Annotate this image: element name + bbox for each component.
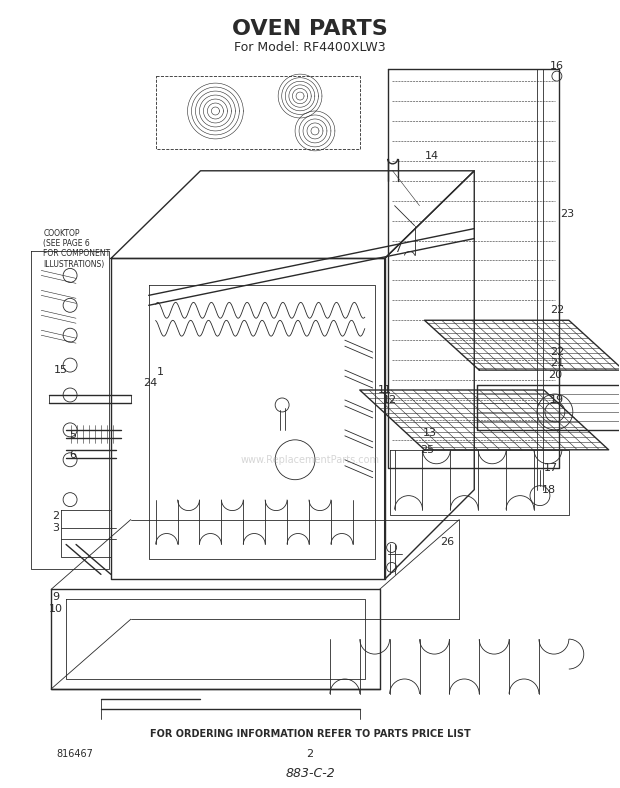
Text: 21: 21 — [550, 358, 564, 368]
Text: For Model: RF4400XLW3: For Model: RF4400XLW3 — [234, 41, 386, 54]
Text: 16: 16 — [550, 61, 564, 71]
Text: www.ReplacementParts.com: www.ReplacementParts.com — [241, 455, 379, 465]
Text: 5: 5 — [69, 430, 76, 440]
Text: 12: 12 — [383, 395, 397, 405]
Text: 19: 19 — [550, 395, 564, 405]
Text: 1: 1 — [157, 367, 164, 377]
Text: 22: 22 — [550, 348, 564, 357]
Text: 25: 25 — [420, 444, 435, 455]
Text: 2: 2 — [306, 749, 314, 759]
Text: 6: 6 — [69, 450, 76, 459]
Text: 22: 22 — [550, 305, 564, 315]
Text: FOR ORDERING INFORMATION REFER TO PARTS PRICE LIST: FOR ORDERING INFORMATION REFER TO PARTS … — [149, 729, 471, 739]
Text: 3: 3 — [53, 522, 60, 533]
Text: 11: 11 — [378, 385, 392, 395]
Text: 14: 14 — [425, 151, 438, 161]
Text: 13: 13 — [422, 428, 436, 438]
Text: 26: 26 — [440, 537, 454, 548]
Text: OVEN PARTS: OVEN PARTS — [232, 19, 388, 39]
Text: 2: 2 — [53, 511, 60, 521]
Text: 23: 23 — [560, 209, 574, 218]
Text: 883-C-2: 883-C-2 — [285, 768, 335, 780]
Text: 10: 10 — [49, 604, 63, 614]
Text: 18: 18 — [542, 485, 556, 495]
Text: 20: 20 — [548, 370, 562, 380]
Text: 24: 24 — [144, 378, 158, 388]
Text: 15: 15 — [54, 365, 68, 375]
Text: COOKTOP
(SEE PAGE 6
FOR COMPONENT
ILLUSTRATIONS): COOKTOP (SEE PAGE 6 FOR COMPONENT ILLUST… — [43, 229, 110, 269]
Text: 7: 7 — [394, 243, 401, 254]
Text: 17: 17 — [544, 463, 558, 473]
Text: 9: 9 — [53, 593, 60, 602]
Text: 816467: 816467 — [56, 749, 93, 759]
